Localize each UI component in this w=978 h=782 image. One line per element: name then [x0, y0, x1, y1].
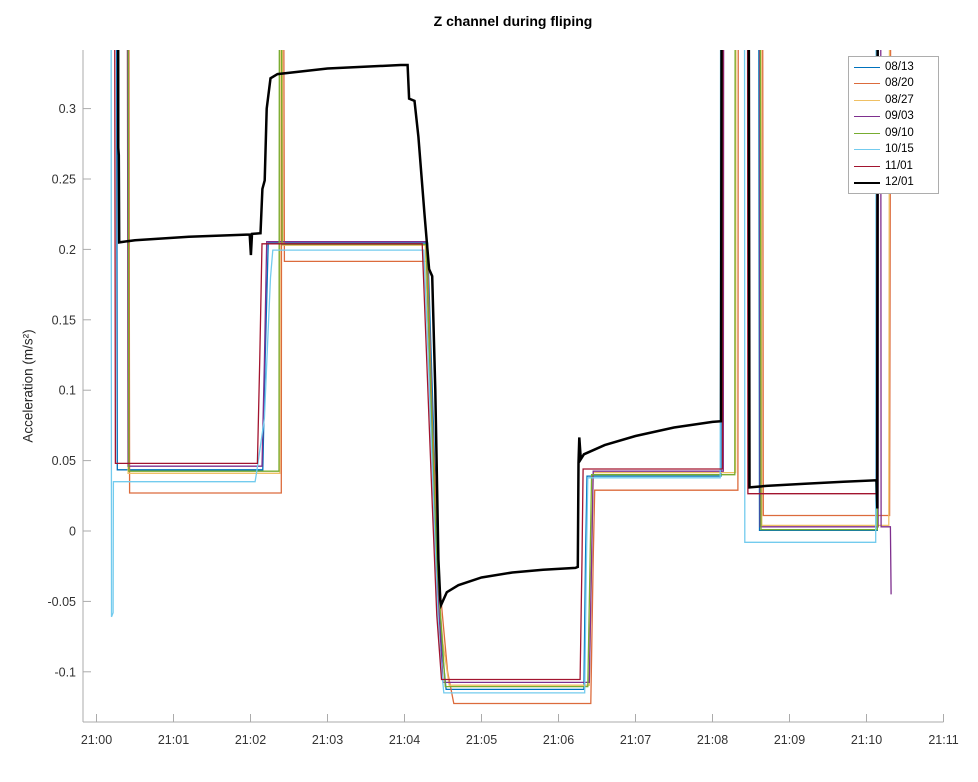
y-tick-label: 0.05: [52, 454, 76, 468]
legend-line-sample: [854, 99, 880, 101]
series-line-0813: [116, 50, 879, 691]
legend-label: 08/20: [885, 77, 914, 89]
legend-item-0813: 08/13: [849, 60, 938, 75]
series-line-0820: [128, 50, 892, 705]
y-tick-label: 0: [69, 525, 76, 539]
x-tick-label: 21:03: [312, 733, 343, 747]
legend-item-0903: 09/03: [849, 109, 938, 124]
legend-label: 11/01: [885, 159, 913, 172]
x-tick-label: 21:04: [389, 733, 420, 747]
x-tick-label: 21:05: [466, 733, 497, 747]
legend-label: 09/10: [885, 126, 914, 139]
chart-title: Z channel during fliping: [433, 13, 593, 29]
legend-line-sample: [854, 116, 880, 118]
x-tick-label: 21:10: [851, 733, 882, 747]
x-tick-label: 21:08: [697, 733, 728, 747]
y-tick-label: 0.1: [59, 384, 76, 398]
series-line-0910: [127, 50, 879, 688]
legend-item-0827: 08/27: [849, 93, 938, 108]
legend-line-sample: [854, 66, 880, 68]
legend-item-1015: 10/15: [849, 142, 938, 157]
legend-line-sample: [854, 181, 880, 184]
legend-item-1101: 11/01: [849, 159, 938, 174]
x-tick-label: 21:11: [928, 733, 958, 747]
legend-line-sample: [854, 132, 880, 134]
series-group: [110, 50, 892, 705]
legend-item-0910: 09/10: [849, 126, 938, 141]
series-line-0903: [126, 50, 892, 684]
legend-label: 08/13: [885, 60, 914, 73]
x-tick-label: 21:09: [774, 733, 805, 747]
legend-item-1201: 12/01: [849, 175, 938, 190]
legend: 08/13 08/20 08/27 09/03 09/10 10/15 11/01 12/01: [848, 56, 939, 194]
x-tick-label: 21:07: [620, 733, 651, 747]
legend-line-sample: [854, 165, 880, 167]
x-tick-label: 21:00: [81, 733, 112, 747]
legend-label: 09/03: [885, 110, 914, 122]
x-tick-label: 21:02: [235, 733, 266, 747]
series-line-1201: [116, 50, 879, 610]
legend-label: 12/01: [885, 176, 914, 188]
legend-label: 08/27: [885, 93, 914, 106]
y-tick-label: -0.05: [48, 595, 77, 609]
legend-item-0820: 08/20: [849, 76, 938, 91]
x-tick-label: 21:01: [158, 733, 189, 747]
legend-label: 10/15: [885, 143, 914, 155]
y-tick-label: 0.25: [52, 173, 76, 187]
series-line-0827: [126, 50, 891, 686]
legend-line-sample: [854, 149, 880, 151]
y-axis-label: Acceleration (m/s²): [20, 329, 36, 443]
y-tick-label: 0.3: [59, 102, 76, 116]
y-tick-label: 0.2: [59, 243, 76, 257]
series-line-1101: [114, 50, 878, 681]
legend-line-sample: [854, 83, 880, 85]
series-line-1015: [110, 50, 877, 694]
x-tick-label: 21:06: [543, 733, 574, 747]
y-tick-label: -0.1: [54, 665, 76, 679]
y-tick-label: 0.15: [52, 313, 76, 327]
